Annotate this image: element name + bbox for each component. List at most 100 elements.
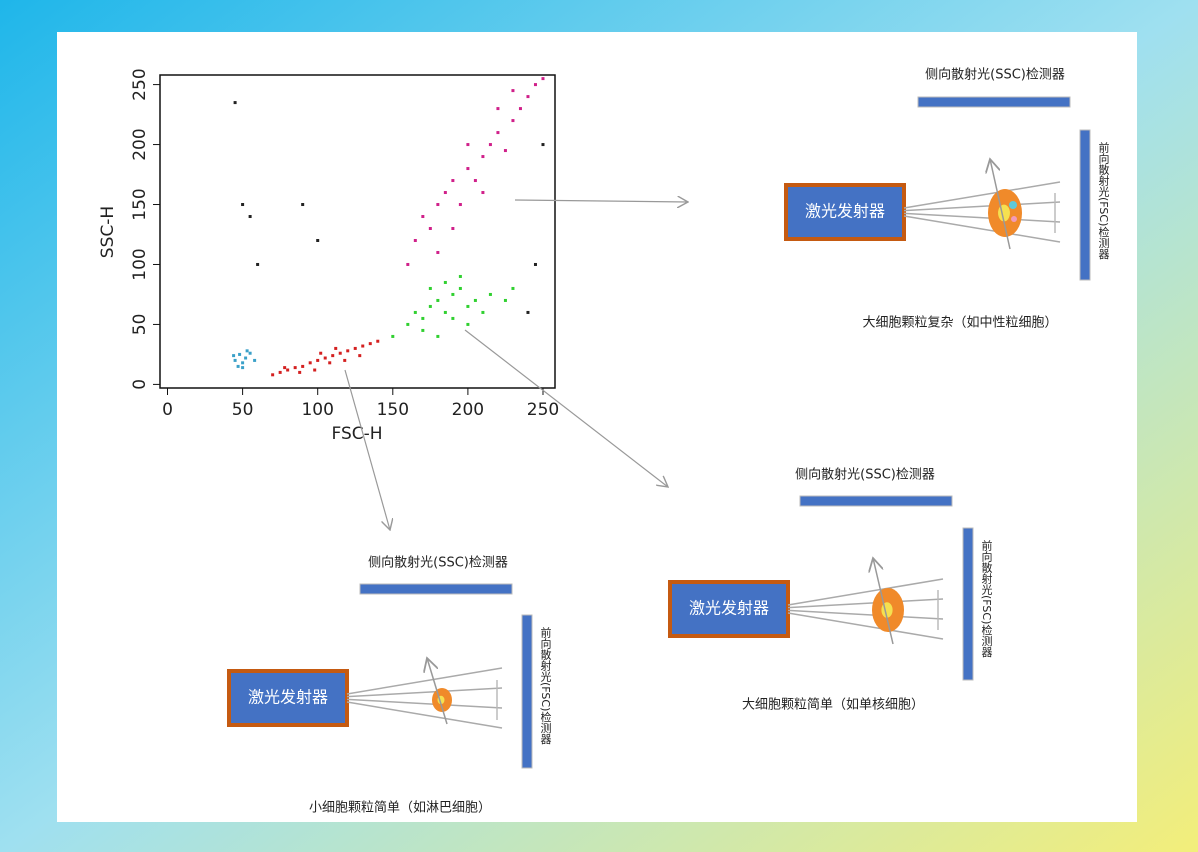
- point: [451, 316, 455, 320]
- point: [256, 262, 260, 266]
- point: [278, 370, 282, 374]
- x-tick-label: 250: [527, 400, 559, 420]
- point: [428, 227, 432, 231]
- point: [451, 179, 455, 183]
- point: [308, 361, 312, 365]
- beam: [346, 698, 503, 709]
- point: [466, 322, 470, 326]
- laser-box: [784, 183, 906, 241]
- point: [293, 366, 297, 370]
- beam: [346, 687, 503, 698]
- point: [301, 364, 305, 368]
- point: [496, 107, 500, 111]
- point: [319, 351, 323, 355]
- fsc-detector: [962, 527, 974, 681]
- x-tick-label: 100: [301, 400, 333, 420]
- point: [511, 286, 515, 290]
- point: [473, 298, 477, 302]
- scatter-arrow: [427, 658, 448, 725]
- fsc-detector: [521, 614, 533, 769]
- caption: 小细胞颗粒简单（如淋巴细胞）: [309, 800, 491, 816]
- point: [313, 368, 317, 372]
- fsc-label: 前向散射光(FSC)检测器: [1097, 141, 1110, 260]
- point: [241, 366, 245, 370]
- point: [376, 339, 380, 343]
- point: [331, 354, 335, 358]
- point: [328, 361, 332, 365]
- point: [436, 250, 440, 254]
- point: [253, 358, 257, 362]
- point: [458, 286, 462, 290]
- caption: 大细胞颗粒复杂（如中性粒细胞）: [862, 315, 1057, 331]
- plot-frame: [159, 74, 556, 389]
- point: [323, 356, 327, 360]
- point: [421, 215, 425, 219]
- point: [316, 238, 320, 242]
- x-tick-label: 50: [232, 400, 254, 420]
- point: [428, 286, 432, 290]
- point: [338, 351, 342, 355]
- point: [541, 143, 545, 147]
- point: [511, 89, 515, 93]
- point: [481, 155, 485, 159]
- ssc-label: 侧向散射光(SSC)检测器: [925, 67, 1065, 83]
- arrow: [464, 329, 668, 487]
- point: [343, 358, 347, 362]
- point: [481, 310, 485, 314]
- point: [526, 310, 530, 314]
- point: [511, 119, 515, 123]
- point: [533, 262, 537, 266]
- point: [245, 349, 249, 353]
- beam: [903, 215, 1061, 243]
- y-tick-label: 0: [130, 379, 150, 390]
- point: [244, 356, 248, 360]
- point: [301, 203, 305, 207]
- granule: [1011, 216, 1017, 222]
- point: [443, 191, 447, 195]
- beam: [346, 667, 503, 695]
- point: [458, 274, 462, 278]
- point: [334, 346, 338, 350]
- ssc-label: 侧向散射光(SSC)检测器: [795, 467, 935, 483]
- arrow: [344, 369, 390, 530]
- point: [436, 334, 440, 338]
- y-axis-label: SSC-H: [98, 206, 118, 258]
- scatter-arrow: [873, 558, 894, 645]
- beam: [903, 181, 1061, 209]
- point: [368, 342, 372, 346]
- ssc-detector: [799, 495, 953, 507]
- caption: 大细胞颗粒简单（如单核细胞）: [742, 697, 924, 713]
- fsc-detector: [1079, 129, 1091, 281]
- beam: [903, 212, 1061, 223]
- point: [271, 373, 275, 377]
- laser-box: [227, 669, 349, 727]
- point: [533, 83, 537, 87]
- point: [361, 344, 365, 348]
- ssc-detector: [917, 96, 1071, 108]
- y-tick-label: 50: [130, 314, 150, 336]
- point: [238, 352, 242, 356]
- point: [451, 292, 455, 296]
- point: [488, 292, 492, 296]
- point: [466, 304, 470, 308]
- beam: [903, 201, 1061, 212]
- fsc-label: 前向散射光(FSC)检测器: [539, 626, 552, 745]
- y-tick-label: 100: [130, 248, 150, 280]
- point: [428, 304, 432, 308]
- beam: [787, 578, 944, 606]
- point: [503, 149, 507, 153]
- point: [421, 316, 425, 320]
- point: [233, 358, 237, 362]
- point: [518, 107, 522, 111]
- x-tick-label: 0: [162, 400, 173, 420]
- scatter-arrow: [990, 159, 1011, 250]
- point: [473, 179, 477, 183]
- point: [286, 368, 290, 372]
- point: [436, 298, 440, 302]
- point: [481, 191, 485, 195]
- point: [353, 346, 357, 350]
